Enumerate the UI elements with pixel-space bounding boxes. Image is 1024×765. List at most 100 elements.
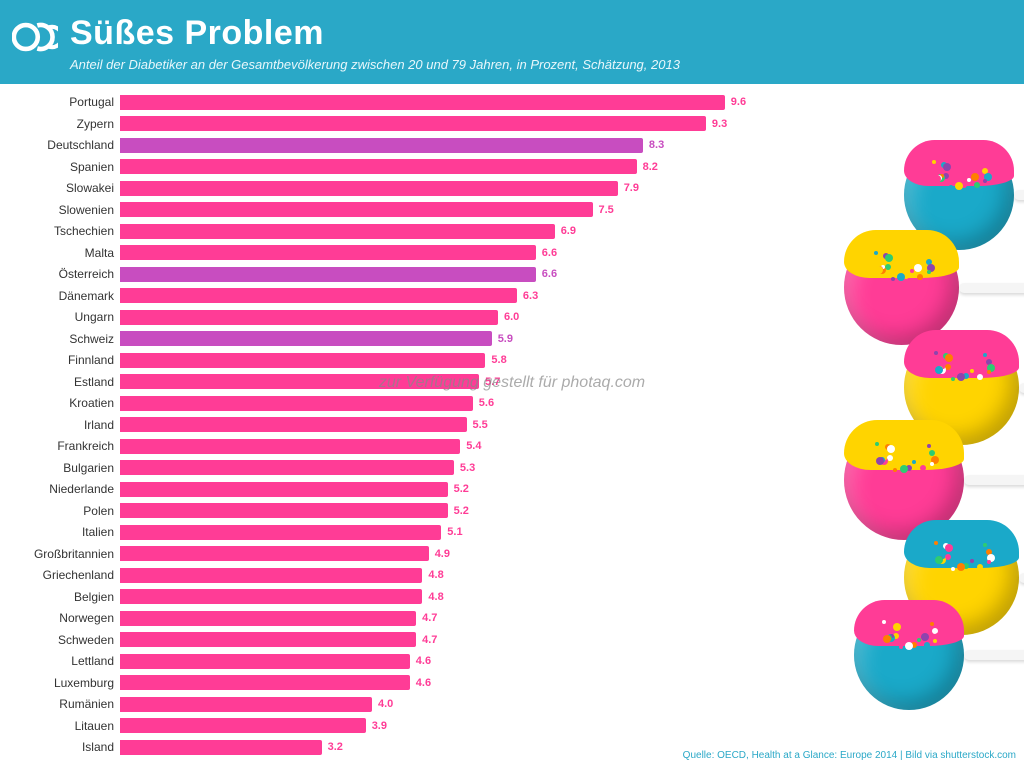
bar: 4.7 bbox=[120, 611, 416, 626]
country-label: Island bbox=[10, 740, 120, 754]
bar: 5.7 bbox=[120, 374, 479, 389]
cakepop-stick bbox=[1019, 573, 1024, 583]
bar-wrap: 7.5 bbox=[120, 202, 750, 217]
sprinkle bbox=[926, 259, 932, 265]
sprinkle bbox=[899, 645, 903, 649]
cakepop-ball bbox=[904, 140, 1014, 250]
bar-wrap: 3.9 bbox=[120, 718, 750, 733]
sprinkle bbox=[943, 543, 949, 549]
value-label: 4.7 bbox=[422, 634, 437, 646]
sprinkle bbox=[941, 162, 947, 168]
bar: 4.8 bbox=[120, 589, 422, 604]
cakepop-stick bbox=[959, 283, 1024, 293]
value-label: 5.6 bbox=[479, 397, 494, 409]
sprinkle bbox=[912, 460, 916, 464]
bar: 9.6 bbox=[120, 95, 725, 110]
chart-row: Italien5.1 bbox=[10, 522, 750, 543]
bar-wrap: 9.6 bbox=[120, 95, 750, 110]
bar: 5.6 bbox=[120, 396, 473, 411]
sprinkle bbox=[977, 374, 983, 380]
cakepop-ball bbox=[844, 230, 959, 345]
sprinkle bbox=[887, 445, 895, 453]
cakepop-icon bbox=[904, 520, 1019, 635]
sprinkle bbox=[943, 173, 949, 179]
sprinkle bbox=[920, 465, 926, 471]
sprinkle bbox=[982, 168, 988, 174]
sprinkle bbox=[933, 639, 937, 643]
sprinkle bbox=[987, 364, 995, 372]
bar: 5.9 bbox=[120, 331, 492, 346]
sprinkle bbox=[945, 364, 951, 370]
sprinkle bbox=[887, 455, 893, 461]
chart-row: Irland5.5 bbox=[10, 415, 750, 436]
bar: 6.9 bbox=[120, 224, 555, 239]
sprinkle bbox=[893, 468, 897, 472]
sprinkle bbox=[951, 567, 955, 571]
country-label: Litauen bbox=[10, 719, 120, 733]
sprinkle bbox=[877, 266, 883, 272]
bar-wrap: 6.3 bbox=[120, 288, 750, 303]
value-label: 6.0 bbox=[504, 311, 519, 323]
bar: 6.0 bbox=[120, 310, 498, 325]
sprinkle bbox=[987, 554, 995, 562]
chart-row: Norwegen4.7 bbox=[10, 608, 750, 629]
cakepop-stick bbox=[1019, 383, 1024, 393]
bar: 4.6 bbox=[120, 675, 410, 690]
chart-row: Großbritannien4.9 bbox=[10, 544, 750, 565]
chart-row: Lettland4.6 bbox=[10, 651, 750, 672]
sprinkle bbox=[932, 628, 938, 634]
bar-wrap: 6.9 bbox=[120, 224, 750, 239]
bar: 5.3 bbox=[120, 460, 454, 475]
sprinkle bbox=[875, 266, 883, 274]
country-label: Portugal bbox=[10, 95, 120, 109]
sprinkle bbox=[882, 620, 886, 624]
sprinkle bbox=[932, 160, 936, 164]
sprinkle bbox=[949, 185, 953, 189]
chart-row: Kroatien5.6 bbox=[10, 393, 750, 414]
bar: 5.4 bbox=[120, 439, 460, 454]
bar: 3.2 bbox=[120, 740, 322, 755]
sprinkle bbox=[875, 442, 879, 446]
sprinkle bbox=[910, 269, 914, 273]
bar-wrap: 5.1 bbox=[120, 525, 750, 540]
bar-wrap: 4.8 bbox=[120, 589, 750, 604]
cakepop-drip bbox=[904, 140, 1014, 186]
cakepop-drip bbox=[904, 520, 1019, 568]
sprinkle bbox=[971, 173, 979, 181]
sprinkle bbox=[951, 377, 955, 381]
bar-wrap: 7.9 bbox=[120, 181, 750, 196]
country-label: Finnland bbox=[10, 353, 120, 367]
value-label: 4.8 bbox=[428, 591, 443, 603]
sprinkle bbox=[987, 560, 991, 564]
sprinkle bbox=[917, 455, 925, 463]
cakepop-ball bbox=[854, 600, 964, 710]
cakepop-stick bbox=[964, 650, 1024, 660]
sprinkle bbox=[917, 638, 921, 642]
sprinkle bbox=[941, 555, 945, 559]
chart-row: Island3.2 bbox=[10, 737, 750, 758]
sprinkle bbox=[974, 554, 982, 562]
sprinkle bbox=[881, 265, 885, 269]
bar-wrap: 4.6 bbox=[120, 654, 750, 669]
sprinkle bbox=[885, 264, 891, 270]
value-label: 4.6 bbox=[416, 655, 431, 667]
bar-wrap: 5.7 bbox=[120, 374, 750, 389]
sprinkle bbox=[934, 541, 938, 545]
chart-title: Süßes Problem bbox=[70, 14, 1004, 53]
sprinkle bbox=[879, 457, 885, 463]
sprinkle bbox=[984, 173, 992, 181]
value-label: 8.3 bbox=[649, 139, 664, 151]
bar: 7.9 bbox=[120, 181, 618, 196]
chart-row: Portugal9.6 bbox=[10, 92, 750, 113]
value-label: 5.2 bbox=[454, 505, 469, 517]
bar: 9.3 bbox=[120, 116, 706, 131]
header: Süßes Problem Anteil der Diabetiker an d… bbox=[0, 0, 1024, 84]
country-label: Norwegen bbox=[10, 611, 120, 625]
country-label: Griechenland bbox=[10, 568, 120, 582]
cakepop-ball bbox=[904, 520, 1019, 635]
sprinkle bbox=[941, 365, 945, 369]
sprinkle bbox=[880, 457, 888, 465]
value-label: 4.0 bbox=[378, 698, 393, 710]
country-label: Tschechien bbox=[10, 224, 120, 238]
sprinkle bbox=[906, 465, 912, 471]
